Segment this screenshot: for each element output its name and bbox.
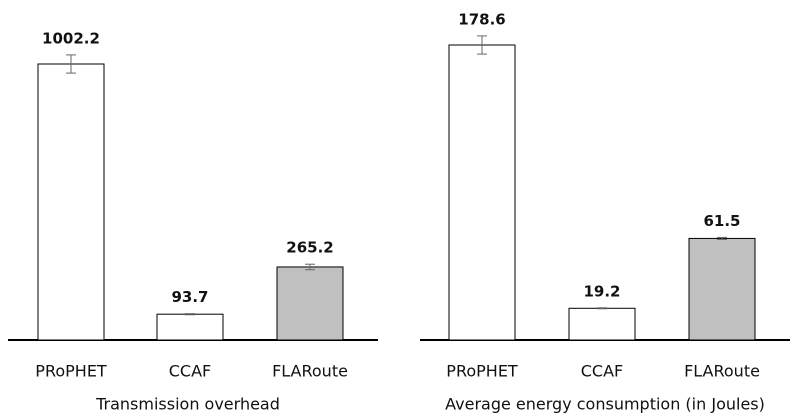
x-tick-label: PRoPHET: [446, 362, 518, 381]
x-tick-label: CCAF: [169, 362, 212, 381]
x-tick-label: FLARoute: [272, 362, 348, 381]
value-label: 19.2: [583, 282, 620, 300]
bar: [276, 266, 344, 341]
value-label: 61.5: [703, 212, 740, 230]
x-axis-label: Average energy consumption (in Joules): [445, 395, 765, 414]
bar: [568, 307, 636, 341]
x-tick-label: FLARoute: [684, 362, 760, 381]
value-label: 1002.2: [42, 29, 100, 47]
bar: [688, 237, 756, 341]
value-label: 265.2: [286, 239, 333, 257]
value-label: 178.6: [458, 10, 505, 28]
bar: [156, 313, 224, 341]
x-axis-label: Transmission overhead: [95, 395, 280, 414]
bar: [37, 63, 105, 341]
x-tick-label: CCAF: [581, 362, 624, 381]
x-tick-label: PRoPHET: [35, 362, 107, 381]
bar: [448, 44, 516, 341]
value-label: 93.7: [171, 288, 208, 306]
